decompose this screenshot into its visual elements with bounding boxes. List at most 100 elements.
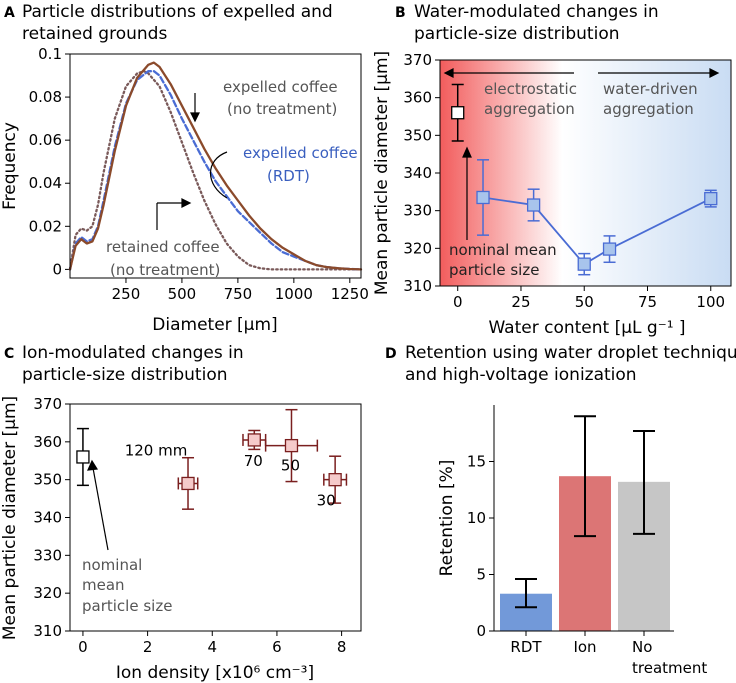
panel-b-axes: 0 25 50 75 100 310 320 330 340 350 360 370: [403, 51, 725, 311]
panel-d-ytick-label: 5: [476, 566, 486, 584]
panel-c-ytick-label: 320: [33, 584, 62, 602]
panel-a-xtick-label: 1250: [331, 285, 369, 303]
panel-c-point-label: 30: [317, 492, 336, 510]
panel-a-axes: 250 500 750 1000 1250 0 0.02 0.04 0.06 0.08 0.1: [29, 45, 369, 303]
arrowhead-electrostatic: [443, 68, 454, 78]
panel-d-axes: 0 5 10 15: [467, 453, 494, 640]
panel-d: D Retention using water droplet techniqu…: [385, 343, 736, 677]
panel-d-ytick-label: 0: [476, 622, 486, 640]
panel-b-frame: [439, 59, 732, 287]
panel-c-xtick-label: 4: [207, 638, 217, 656]
panel-d-category-label: treatment: [632, 659, 707, 677]
panel-c-title-line1: Ion-modulated changes in: [22, 343, 244, 363]
panel-b-ylabel: Mean particle diameter [μm]: [372, 51, 392, 295]
panel-c-xtick-label: 6: [272, 638, 282, 656]
panel-a-ytick-label: 0.1: [38, 45, 62, 63]
panel-d-category-label: No: [632, 638, 652, 656]
panel-a-xtick-label: 750: [224, 285, 253, 303]
panel-c-ytick-label: 310: [33, 622, 62, 640]
panel-a-xtick-label: 250: [112, 285, 141, 303]
label-electrostatic-line2: aggregation: [484, 100, 575, 118]
panel-b-xtick-label: 0: [453, 293, 463, 311]
panel-c-ytick-label: 370: [33, 395, 62, 413]
panel-b-ytick-label: 310: [403, 277, 432, 295]
label-c-nominal-line1: nominal: [82, 556, 142, 574]
panel-b-ytick-label: 360: [403, 89, 432, 107]
label-water-driven-line2: aggregation: [603, 100, 694, 118]
panel-a: A Particle distributions of expelled and…: [0, 2, 369, 335]
panel-a-series-line: [68, 61, 363, 271]
panel-a-frame: [69, 53, 362, 279]
panel-c-ytick-label: 340: [33, 509, 62, 527]
panel-a-ylabel: Frequency: [0, 122, 20, 210]
panel-b-series: [451, 83, 718, 276]
panel-c-point-marker: [284, 438, 299, 453]
panel-b-xtick-label: 25: [511, 293, 530, 311]
panel-c-point-marker: [181, 476, 195, 491]
panel-a-series-line: [68, 70, 363, 271]
arrowhead-expelled-no-treatment: [190, 112, 200, 123]
panel-d-ylabel: Retention [%]: [437, 460, 457, 577]
panel-a-xtick-label: 500: [168, 285, 197, 303]
panel-c-xlabel: Ion density [x10⁶ cm⁻³]: [116, 663, 314, 683]
panel-b-nominal-marker: [451, 106, 465, 120]
panel-c-series: 120 mm 70 50 30: [76, 408, 348, 510]
panel-a-xtick-label: 1000: [275, 285, 313, 303]
label-expelled-no-treatment-line1: expelled coffee: [223, 78, 338, 96]
panel-b-xlabel: Water content [μL g⁻¹ ]: [488, 318, 685, 338]
panel-b-ytick-label: 340: [403, 164, 432, 182]
panel-d-title-line2: and high-voltage ionization: [405, 365, 637, 385]
panel-b-xtick-label: 50: [575, 293, 594, 311]
panel-b-ytick-label: 370: [403, 51, 432, 69]
label-electrostatic-line1: electrostatic: [484, 80, 577, 98]
arrowhead-b-nominal: [462, 146, 472, 158]
panel-d-ytick-label: 10: [467, 509, 486, 527]
panel-c-point-label: 70: [244, 452, 263, 470]
panel-c-point-marker: [247, 433, 261, 447]
panel-a-series: [68, 61, 363, 271]
panel-c-ytick-label: 350: [33, 471, 62, 489]
arrowhead-c-nominal: [87, 459, 99, 471]
panel-d-title-line1: Retention using water droplet technique: [405, 343, 736, 363]
panel-c-ytick-label: 360: [33, 433, 62, 451]
panel-b-xtick-label: 100: [696, 293, 725, 311]
panel-a-ytick-label: 0.06: [29, 131, 62, 149]
panel-c-xtick-label: 8: [337, 638, 347, 656]
panel-b-point-marker: [602, 242, 617, 256]
arrowhead-water-driven: [709, 68, 720, 78]
panel-a-ytick-label: 0.04: [29, 174, 62, 192]
panel-c-point-marker: [328, 473, 342, 487]
label-c-nominal-line3: particle size: [82, 597, 172, 615]
panel-a-ytick-label: 0.02: [29, 217, 62, 235]
panel-b-point-marker: [476, 190, 490, 205]
label-expelled-no-treatment-line2: (no treatment): [227, 100, 337, 118]
panel-b-point-marker: [577, 257, 591, 271]
panel-c-point-label: 50: [281, 457, 300, 475]
panel-c-xtick-label: 2: [143, 638, 153, 656]
panel-b-ytick-label: 320: [403, 239, 432, 257]
panel-c-frame: [69, 403, 362, 632]
panel-c-point-label: 120 mm: [125, 441, 188, 459]
arrow-c-nominal: [92, 467, 109, 551]
panel-b-title-line1: Water-modulated changes in: [414, 2, 659, 22]
panel-c-ytick-label: 330: [33, 546, 62, 564]
panel-b-xtick-label: 75: [638, 293, 657, 311]
label-retained-line1: retained coffee: [106, 238, 220, 256]
panel-b-ytick-label: 330: [403, 202, 432, 220]
panel-c: C Ion-modulated changes in particle-size…: [0, 343, 362, 683]
panel-c-letter: C: [4, 346, 14, 362]
panel-b-letter: B: [395, 5, 406, 21]
panel-b-point-marker: [704, 191, 718, 206]
curve-expelled-rdt: [210, 151, 228, 199]
panel-a-ytick-label: 0: [52, 260, 62, 278]
panel-c-xtick-label: 0: [78, 638, 88, 656]
panel-b: B Water-modulated changes in particle-si…: [372, 2, 732, 338]
panel-c-title-line2: particle-size distribution: [22, 365, 228, 385]
panel-a-xlabel: Diameter [μm]: [152, 315, 277, 335]
panel-c-ylabel: Mean particle diameter [μm]: [0, 396, 20, 640]
panel-d-letter: D: [385, 346, 397, 362]
label-b-nominal-line2: particle size: [449, 261, 539, 279]
label-expelled-rdt-line2: (RDT): [267, 167, 310, 185]
panel-a-title-line1: Particle distributions of expelled and: [22, 2, 333, 22]
arrowhead-retained: [181, 198, 192, 208]
